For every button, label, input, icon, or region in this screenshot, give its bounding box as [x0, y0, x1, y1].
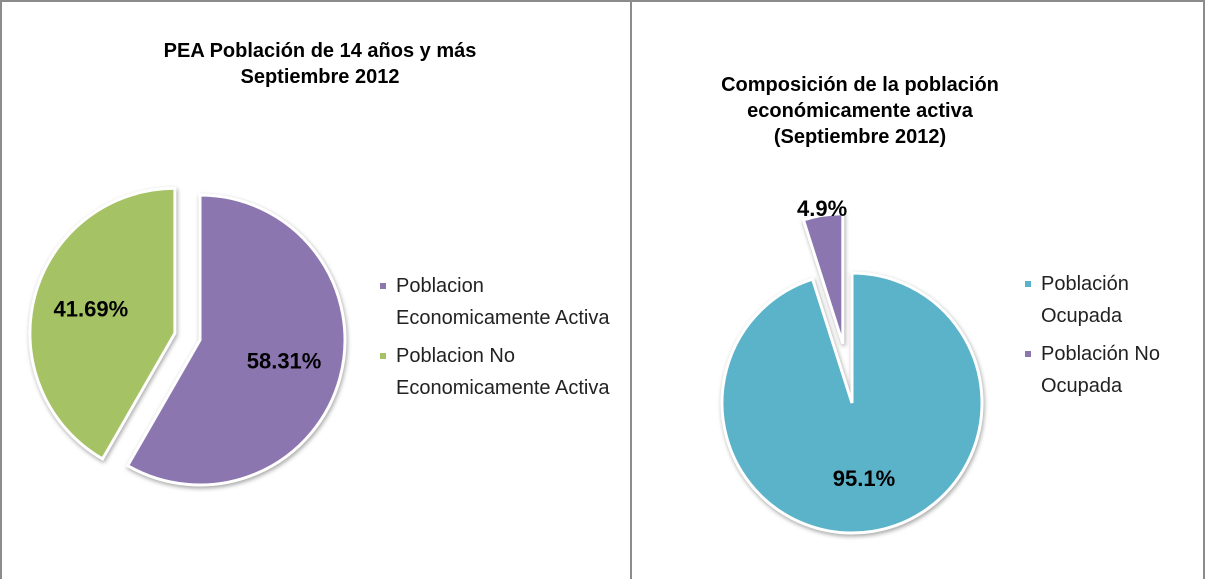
- pie-slice: [125, 193, 347, 487]
- pie-slice: [801, 212, 845, 345]
- legend-item: Poblacion Economicamente Activa: [380, 270, 620, 334]
- data-label: 58.31%: [247, 348, 322, 373]
- legend: Poblacion Economicamente Activa Poblacion…: [380, 270, 620, 410]
- legend-label: Población No Ocupada: [1041, 343, 1160, 397]
- pie-slice: [28, 186, 177, 462]
- legend-label: Población Ocupada: [1041, 273, 1129, 327]
- legend-swatch: [380, 353, 386, 359]
- legend-swatch: [380, 283, 386, 289]
- pie-slice: [720, 271, 984, 535]
- chart-panel: [630, 0, 1205, 579]
- data-label: 95.1%: [833, 466, 895, 491]
- legend-item: Población Ocupada: [1025, 268, 1200, 332]
- legend: Población Ocupada Población No Ocupada: [1025, 268, 1200, 408]
- legend-label: Poblacion Economicamente Activa: [396, 275, 610, 329]
- data-label: 4.9%: [797, 196, 847, 221]
- legend-swatch: [1025, 281, 1031, 287]
- chart-title: Composición de la población económicamen…: [721, 74, 999, 148]
- chart-title: PEA Población de 14 años y más Septiembr…: [163, 40, 477, 88]
- legend-label: Poblacion No Economicamente Activa: [396, 345, 610, 399]
- legend-swatch: [1025, 351, 1031, 357]
- data-label: 41.69%: [54, 297, 129, 322]
- legend-item: Población No Ocupada: [1025, 338, 1200, 402]
- legend-item: Poblacion No Economicamente Activa: [380, 340, 620, 404]
